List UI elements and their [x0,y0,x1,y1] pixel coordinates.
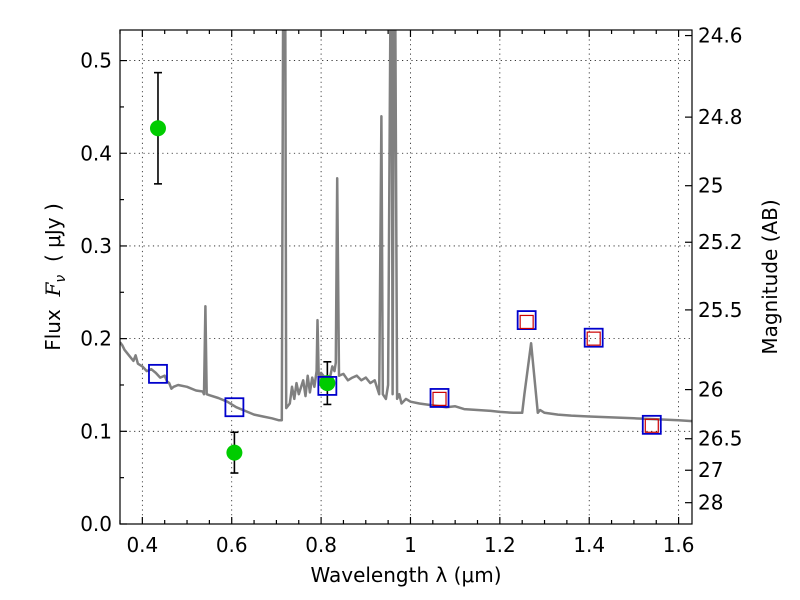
model-square-inner [586,331,601,346]
plot-frame [119,29,693,525]
y2-tick-label: 26 [698,378,723,402]
observed-point [226,444,243,461]
y-axis-title: Flux Fν ( μJy ) [41,203,69,351]
y2-tick-label: 26.5 [698,427,743,451]
y2-tick-label: 27 [698,458,723,482]
model-square [641,414,662,435]
y-tick-label: 0.1 [80,419,112,443]
model-square [148,363,168,384]
model-square [317,376,338,396]
y-tick-label: 0.3 [80,234,112,258]
model-square [429,388,450,408]
x-tick-label: 0.8 [305,533,337,557]
y2-tick-label: 24.8 [698,105,743,129]
plot-area [120,30,692,474]
model-square-inner [644,418,659,433]
x-tick-label: 1.4 [573,533,605,557]
y2-tick-label: 24.6 [698,24,743,48]
y2-tick-label: 25.5 [698,298,743,322]
y-axis-title-prefix: Flux [41,296,65,350]
y2-tick-label: 25.2 [698,230,743,254]
y-tick-label: 0.2 [80,327,112,351]
x-tick-label: 0.6 [216,533,248,557]
y-tick-label: 0.0 [80,512,112,536]
model-square-inner [432,391,447,406]
plot-background [120,30,692,524]
y-axis-title-symbol: F [41,281,65,297]
y-tick-label: 0.4 [80,141,112,165]
x-tick-label: 0.4 [126,533,158,557]
axes: 0.4 0.6 0.8 1 1.2 1.4 1.6 0.0 0.1 0.2 0.3 0.4 0.5 24.… [80,24,742,557]
x-tick-label: 1.2 [484,533,516,557]
x-tick-label: 1 [404,533,417,557]
model-square-inner [519,314,534,330]
y-axis-title-subscript: ν [53,275,69,283]
y2-tick-label: 25 [698,174,723,198]
observed-point [149,120,166,137]
x-tick-label: 1.6 [663,533,695,557]
y-axis-title-unit: ( μJy ) [41,203,65,275]
x-axis-title: Wavelength λ (μm) [310,563,501,587]
observed-point [319,375,336,392]
y-tick-label: 0.5 [80,49,112,73]
y2-axis-title: Magnitude (AB) [758,199,782,354]
model-square [516,310,537,330]
y2-tick-label: 28 [698,491,723,515]
model-square [224,397,245,418]
model-square [583,327,604,348]
